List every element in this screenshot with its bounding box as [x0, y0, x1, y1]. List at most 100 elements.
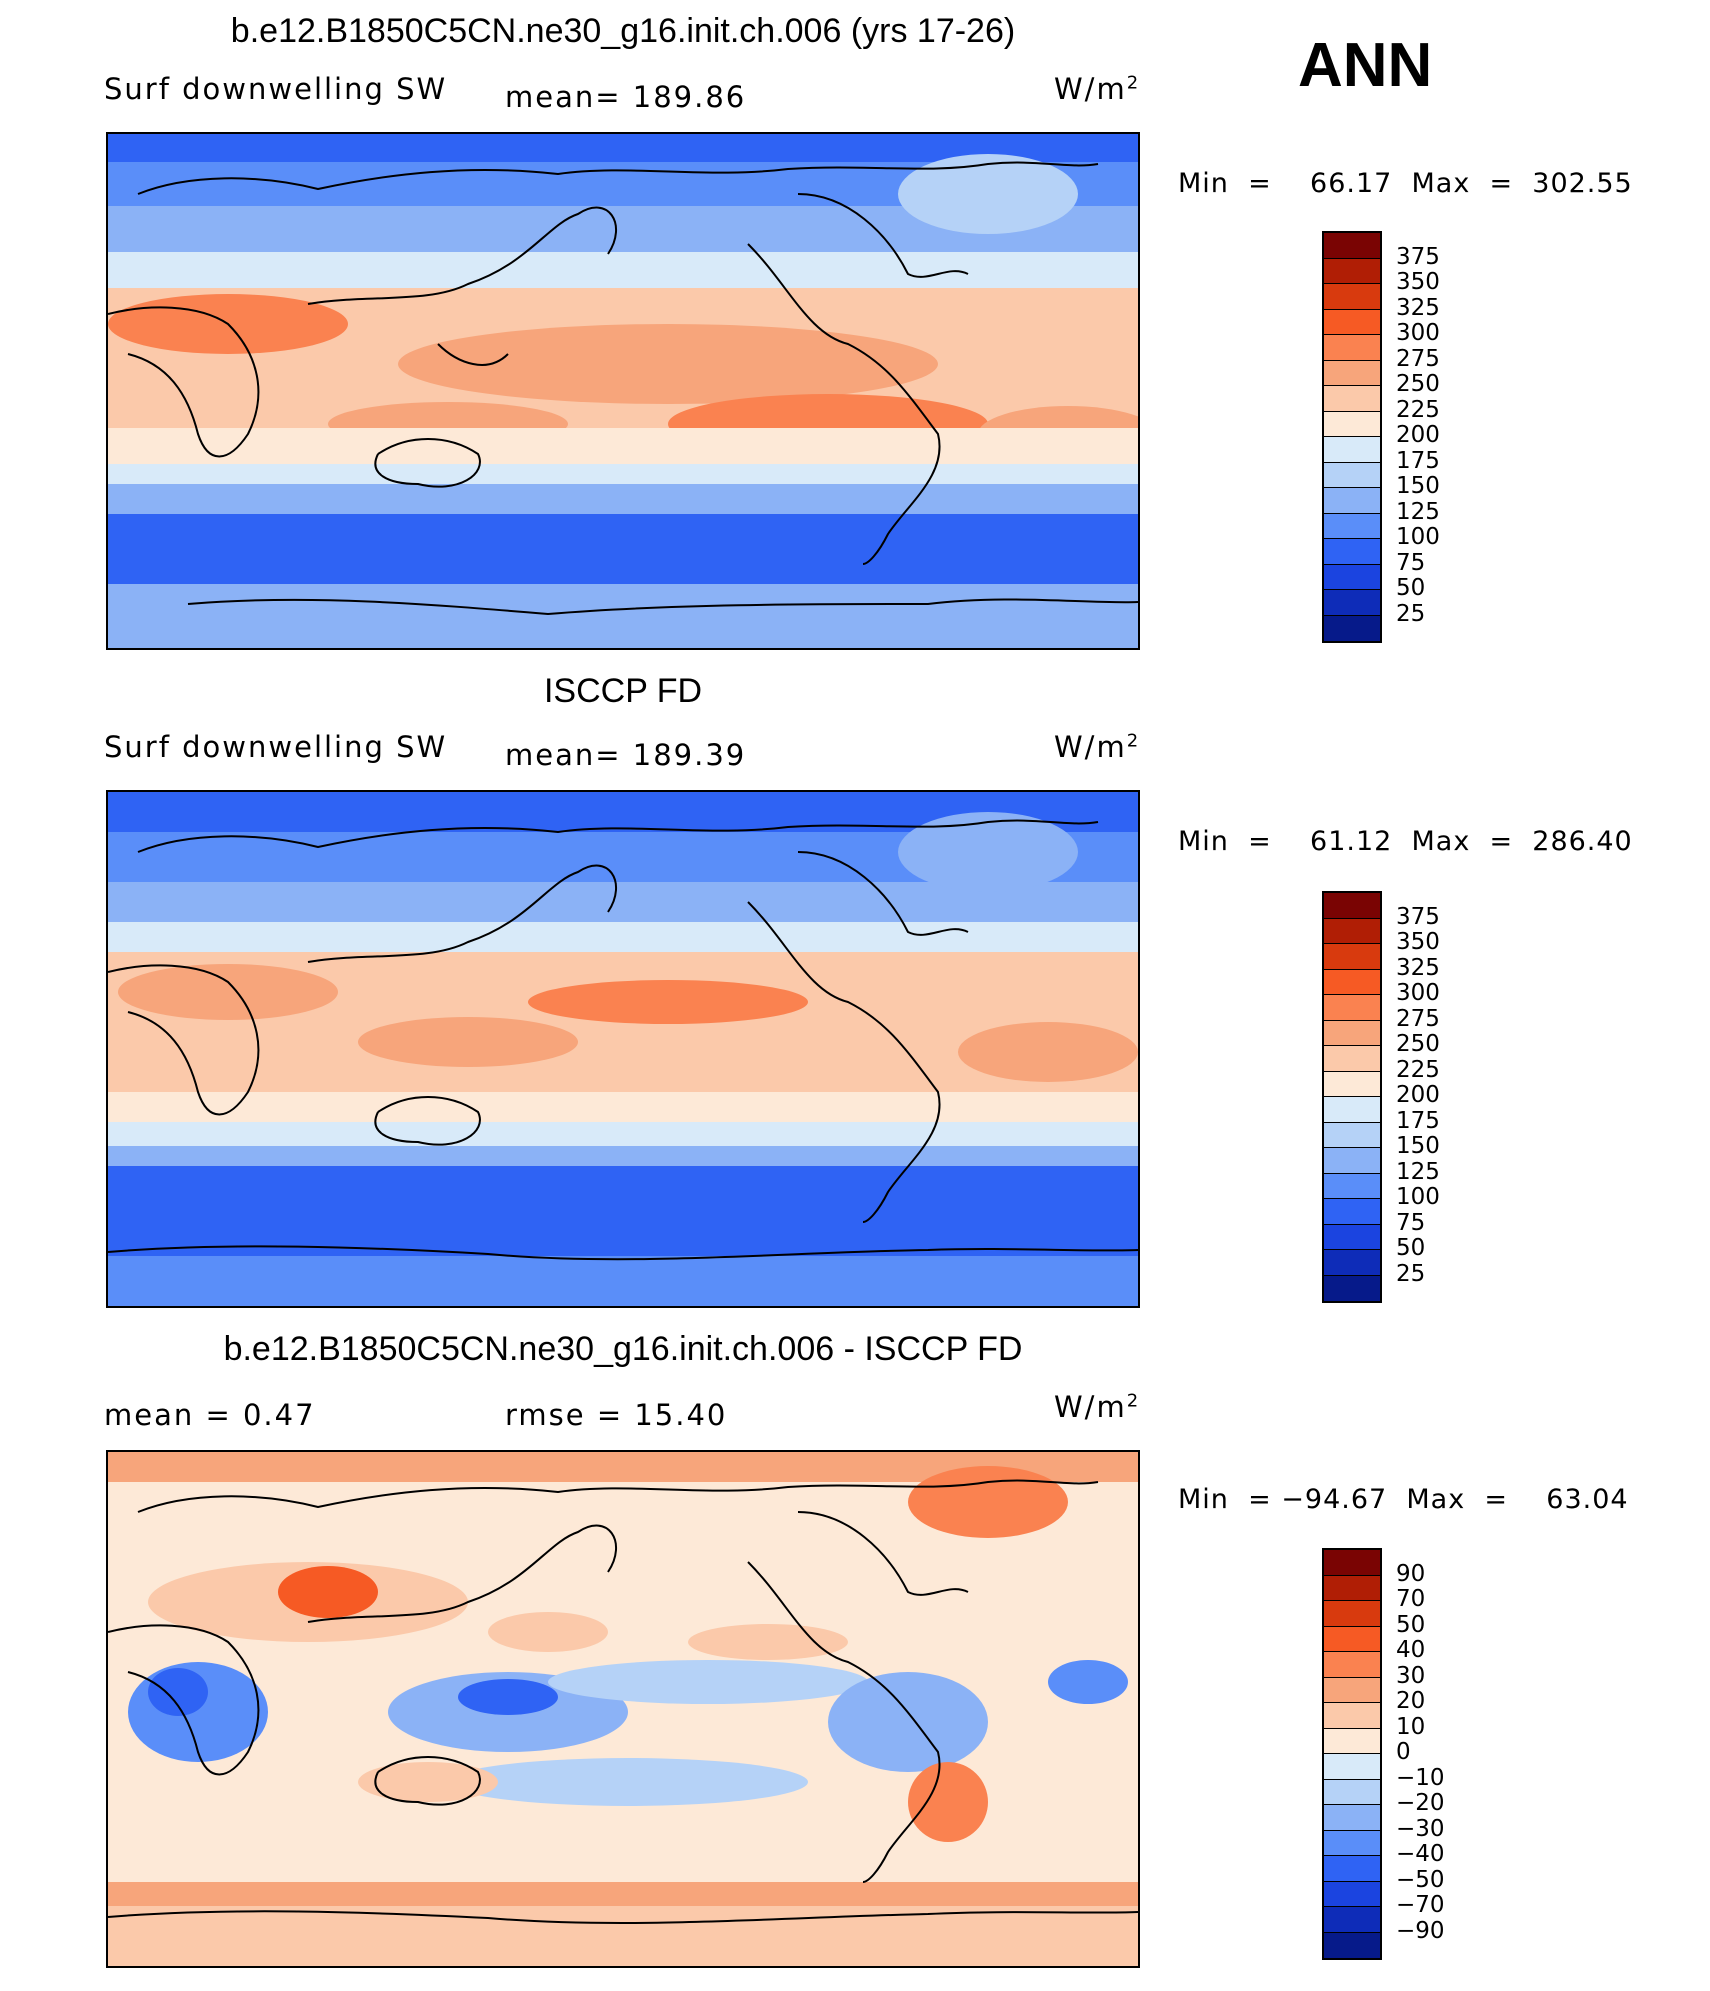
colorbar-tick-label: 50 — [1396, 1611, 1426, 1638]
colorbar-tick-label: 70 — [1396, 1586, 1426, 1612]
colorbar-tick-label: −50 — [1396, 1866, 1445, 1893]
colorbar-tick-label: 225 — [1396, 396, 1440, 423]
panel1-units: W/m2 — [1054, 72, 1140, 106]
colorbar-tick-label: −10 — [1396, 1764, 1445, 1791]
season-label: ANN — [1298, 31, 1433, 100]
colorbar-tick-label: −20 — [1396, 1790, 1445, 1816]
colorbar-swatch — [1324, 1122, 1380, 1148]
colorbar-swatch — [1324, 1932, 1380, 1958]
panel1-map-svg — [108, 134, 1138, 648]
colorbar-swatch — [1324, 1881, 1380, 1907]
colorbar-swatch — [1324, 1046, 1380, 1072]
units-base: W/m — [1054, 1390, 1127, 1424]
panel2-map — [106, 790, 1140, 1308]
colorbar-tick-label: 40 — [1396, 1637, 1426, 1663]
colorbar-swatch — [1324, 1575, 1380, 1601]
colorbar-swatch — [1324, 309, 1380, 335]
colorbar-tick-label: 275 — [1396, 345, 1440, 372]
panel3-title: b.e12.B1850C5CN.ne30_g16.init.ch.006 - I… — [223, 1330, 1023, 1368]
colorbar-swatch — [1324, 995, 1380, 1021]
colorbar-swatch — [1324, 1199, 1380, 1225]
colorbar-tick-label: −70 — [1396, 1892, 1445, 1918]
panel3-minmax: Min = −94.67 Max = 63.04 — [1178, 1484, 1629, 1515]
panel2-variable-label: Surf downwelling SW — [104, 730, 448, 764]
colorbar-swatch — [1324, 564, 1380, 590]
colorbar-tick-label: 200 — [1396, 1082, 1440, 1108]
colorbar-tick-label: 0 — [1396, 1739, 1411, 1765]
units-superscript: 2 — [1126, 1390, 1141, 1412]
colorbar-swatch — [1324, 1173, 1380, 1199]
colorbar-swatch — [1324, 1626, 1380, 1652]
colorbar-tick-label: 175 — [1396, 1107, 1440, 1134]
colorbar-swatch — [1324, 1071, 1380, 1097]
colorbar-tick-label: −90 — [1396, 1917, 1445, 1944]
colorbar-tick-label: 100 — [1396, 524, 1440, 550]
colorbar-swatch — [1324, 1250, 1380, 1276]
colorbar-swatch — [1324, 1275, 1380, 1301]
colorbar-tick-label: 90 — [1396, 1560, 1426, 1587]
colorbar-tick-label: 375 — [1396, 903, 1440, 930]
colorbar-swatch — [1324, 1728, 1380, 1754]
panel3-units: W/m2 — [1054, 1390, 1140, 1424]
colorbar-tick-label: 350 — [1396, 929, 1440, 955]
colorbar-swatch — [1324, 944, 1380, 970]
colorbar-tick-label: 75 — [1396, 1209, 1426, 1236]
colorbar-tick-label: 10 — [1396, 1713, 1426, 1740]
panel1-map — [106, 132, 1140, 650]
colorbar-tick-label: 250 — [1396, 371, 1440, 397]
colorbar-swatch — [1324, 437, 1380, 463]
colorbar-swatch — [1324, 615, 1380, 641]
colorbar-tick-label: 200 — [1396, 422, 1440, 448]
units-superscript: 2 — [1126, 72, 1141, 94]
panel2-units: W/m2 — [1054, 730, 1140, 764]
colorbar-tick-label: 25 — [1396, 600, 1426, 627]
panel2-map-svg — [108, 792, 1138, 1306]
colorbar-tick-label: 350 — [1396, 269, 1440, 295]
colorbar-tick-label: 100 — [1396, 1184, 1440, 1210]
colorbar-swatch — [1324, 1805, 1380, 1831]
colorbar-tick-label: 300 — [1396, 980, 1440, 1006]
colorbar-swatch — [1324, 411, 1380, 437]
colorbar-swatch — [1324, 1601, 1380, 1627]
panel1-mean-label: mean= 189.86 — [505, 80, 747, 114]
colorbar-swatch — [1324, 1677, 1380, 1703]
colorbar-swatch — [1324, 1754, 1380, 1780]
colorbar-tick-label: 125 — [1396, 498, 1440, 525]
colorbar-tick-label: 150 — [1396, 1133, 1440, 1159]
colorbar-tick-label: 250 — [1396, 1031, 1440, 1057]
colorbar-swatch — [1324, 360, 1380, 386]
panel3-rmse-label: rmse = 15.40 — [505, 1398, 728, 1432]
colorbar-tick-label: 375 — [1396, 243, 1440, 270]
colorbar-swatch — [1324, 1550, 1380, 1576]
panel2-colorbar — [1322, 891, 1382, 1303]
colorbar-swatch — [1324, 488, 1380, 514]
colorbar-tick-label: 300 — [1396, 320, 1440, 346]
colorbar-tick-label: 20 — [1396, 1688, 1426, 1714]
panel3-mean-label: mean = 0.47 — [104, 1398, 316, 1432]
colorbar-tick-label: 150 — [1396, 473, 1440, 499]
panel2-minmax: Min = 61.12 Max = 286.40 — [1178, 826, 1633, 857]
colorbar-swatch — [1324, 590, 1380, 616]
colorbar-tick-label: −30 — [1396, 1815, 1445, 1842]
panel3-map — [106, 1450, 1140, 1968]
units-superscript: 2 — [1126, 730, 1141, 752]
colorbar-swatch — [1324, 969, 1380, 995]
colorbar-swatch — [1324, 1907, 1380, 1933]
colorbar-tick-label: 75 — [1396, 549, 1426, 576]
colorbar-swatch — [1324, 1097, 1380, 1123]
colorbar-tick-label: 175 — [1396, 447, 1440, 474]
colorbar-swatch — [1324, 918, 1380, 944]
colorbar-swatch — [1324, 539, 1380, 565]
colorbar-swatch — [1324, 1779, 1380, 1805]
colorbar-tick-label: 325 — [1396, 954, 1440, 981]
units-base: W/m — [1054, 72, 1127, 106]
panel1-minmax: Min = 66.17 Max = 302.55 — [1178, 168, 1633, 199]
colorbar-swatch — [1324, 1652, 1380, 1678]
colorbar-tick-label: 275 — [1396, 1005, 1440, 1032]
colorbar-swatch — [1324, 1703, 1380, 1729]
colorbar-swatch — [1324, 462, 1380, 488]
colorbar-tick-label: 50 — [1396, 1235, 1426, 1261]
panel1-variable-label: Surf downwelling SW — [104, 72, 448, 106]
colorbar-tick-label: 30 — [1396, 1662, 1426, 1689]
colorbar-tick-label: 225 — [1396, 1056, 1440, 1083]
